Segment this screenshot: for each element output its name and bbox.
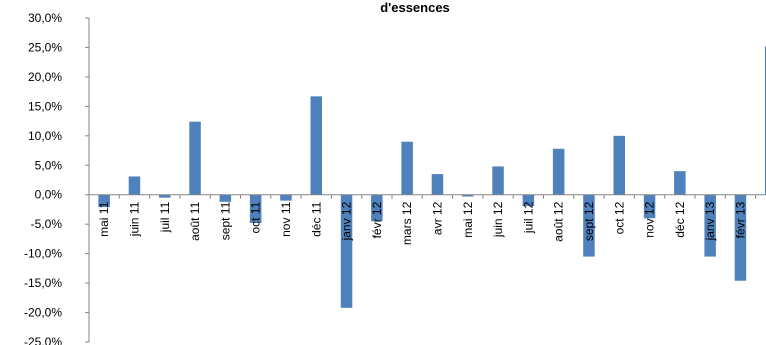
x-tick-label: mars 12 [400,201,414,245]
x-tick-label: août 12 [552,201,566,241]
x-tick-label: mai 12 [461,201,475,237]
bar [674,171,686,195]
y-tick-label: -25,0% [24,335,62,345]
bar [704,194,716,257]
bar [401,141,413,195]
y-tick-label: 10,0% [28,129,62,143]
bar [431,174,444,195]
bar [310,96,322,195]
bars [98,46,766,308]
y-tick-label: 15,0% [28,99,62,113]
x-tick-label: sept 12 [582,201,596,241]
x-tick-label: janv 13 [703,201,717,241]
x-axis-ticks: mai 11 juin 11 juil 11 août 11 sept 11 oct 11… [88,194,766,245]
x-tick-label: avr 12 [430,201,444,235]
x-tick-label: nov 11 [279,201,293,236]
bar [492,166,504,195]
x-tick-label: août 11 [188,201,202,240]
bar [613,135,625,195]
x-tick-label: févr 13 [733,201,747,238]
x-tick-label: déc 12 [673,201,687,237]
x-tick-label: mars 13 [764,201,766,245]
x-tick-label: févr 12 [370,201,384,238]
y-tick-label: -20,0% [24,306,62,320]
bar [219,194,232,202]
bar [522,194,535,206]
x-tick-label: janv 12 [340,201,354,241]
x-tick-label: juil 11 [158,201,172,233]
x-tick-label: juin 11 [127,201,141,237]
bar [159,194,171,198]
x-tick-label: sept 11 [218,201,232,240]
bar [643,194,656,219]
bar [552,148,565,195]
x-tick-label: mai 11 [97,201,111,236]
y-tick-label: 0,0% [35,188,63,202]
x-tick-label: nov 12 [643,201,657,237]
y-tick-label: 5,0% [35,158,63,172]
bar [371,194,383,222]
x-tick-label: oct 12 [612,201,626,234]
x-tick-label: juin 12 [491,201,505,238]
bar [98,194,110,208]
y-tick-label: 30,0% [28,11,62,25]
x-tick-label: déc 11 [309,201,323,236]
y-axis-ticks: 30,0% 25,0% 20,0% 15,0% 10,0% 5,0% 0,0% -5,0% -1… [24,11,89,345]
bar [583,194,595,257]
bar [189,121,201,195]
bar [734,194,747,281]
y-tick-label: -15,0% [24,276,62,290]
bar [249,194,262,224]
bar [280,194,292,201]
y-tick-label: 25,0% [28,40,62,54]
y-tick-label: -5,0% [31,217,63,231]
chart-title: d'essences [380,0,450,15]
x-tick-label: juil 12 [521,201,535,234]
y-tick-label: -10,0% [24,247,62,261]
bar [128,176,141,195]
x-tick-label: oct 11 [249,201,263,233]
bar [462,194,474,197]
bar [340,194,353,308]
y-tick-label: 20,0% [28,70,62,84]
